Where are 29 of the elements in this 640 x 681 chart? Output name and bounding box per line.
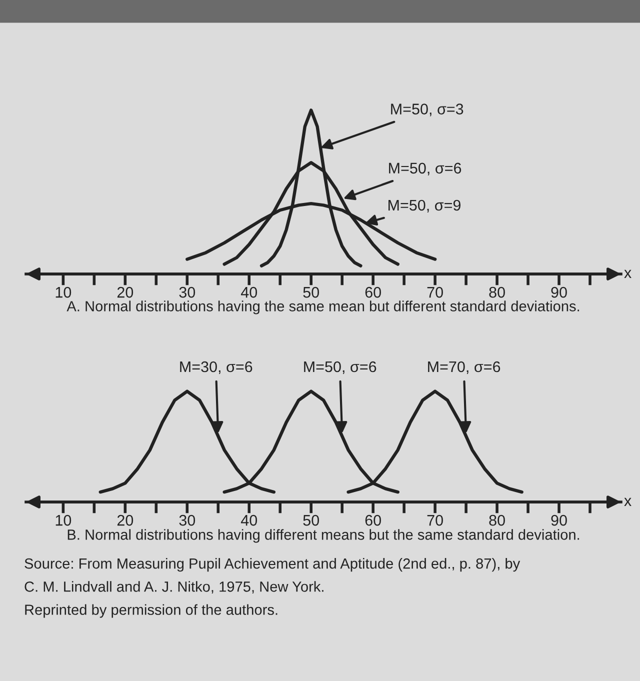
- text: B. Normal distributions having different means but the same standard deviation.: [68, 529, 580, 543]
- x-tick-label: 70: [427, 514, 443, 526]
- x-tick-label: 10: [56, 514, 72, 526]
- x-tick-label: 20: [117, 286, 134, 298]
- x-tick-label: 60: [365, 514, 381, 526]
- x-tick-label: 90: [551, 514, 567, 526]
- annotation: M=50, σ=6: [304, 361, 376, 374]
- x-tick-label: 10: [56, 286, 72, 298]
- x-tick-label: 20: [117, 514, 134, 526]
- x-tick-label: 70: [427, 286, 443, 298]
- annotation: M=70, σ=6: [428, 361, 500, 374]
- x-axis-title: x: [624, 270, 632, 278]
- x-tick-label: 40: [240, 286, 258, 298]
- x-tick-label: 50: [303, 514, 320, 526]
- annotation: M=50, σ=6: [389, 162, 462, 176]
- x-axis-title: x: [624, 498, 632, 506]
- x-tick-label: 90: [551, 286, 567, 298]
- x-tick-label: 80: [489, 286, 505, 298]
- annotation: M=30, σ=6: [180, 361, 252, 374]
- x-tick-label: 30: [179, 514, 196, 526]
- x-tick-label: 40: [240, 514, 258, 526]
- x-tick-label: 80: [489, 514, 505, 526]
- annotation: M=50, σ=9: [388, 200, 461, 212]
- text: A. Normal distributions having the same mean but different standard deviations.: [66, 300, 580, 314]
- annotation: M=50, σ=3: [391, 104, 464, 116]
- x-tick-label: 30: [179, 286, 196, 298]
- x-tick-label: 60: [365, 286, 381, 298]
- source-note: Source: From Measuring Pupil Achievement and Aptitude (2nd ed., p. 87), by C. M. Lindvall and A. J. Nitko, 1975, New York. Reprinted by permission of the authors.: [24, 558, 520, 618]
- x-tick-label: 50: [303, 286, 320, 298]
